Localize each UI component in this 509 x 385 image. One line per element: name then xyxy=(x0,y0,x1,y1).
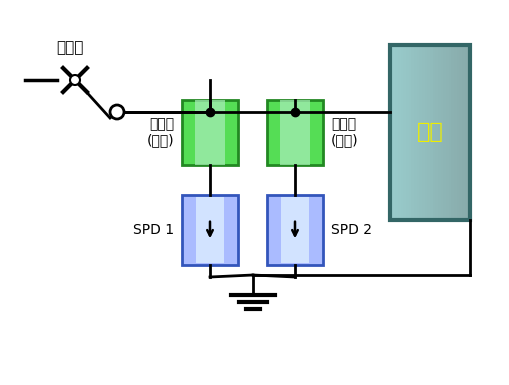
Bar xyxy=(195,197,223,263)
Bar xyxy=(194,100,225,165)
Bar xyxy=(456,45,460,220)
Bar xyxy=(182,100,238,165)
Bar xyxy=(416,45,419,220)
Bar xyxy=(279,100,310,165)
Text: 차단기: 차단기 xyxy=(56,40,83,55)
Bar xyxy=(445,45,449,220)
Bar xyxy=(397,45,401,220)
Bar xyxy=(435,45,438,220)
Bar xyxy=(411,45,414,220)
Bar xyxy=(427,45,430,220)
Bar xyxy=(448,45,451,220)
Text: 부하: 부하 xyxy=(416,122,442,142)
Bar xyxy=(405,45,409,220)
Bar xyxy=(464,45,467,220)
Bar xyxy=(392,45,395,220)
Bar xyxy=(461,45,465,220)
Bar xyxy=(280,197,308,263)
Bar xyxy=(440,45,443,220)
Bar xyxy=(413,45,417,220)
Bar xyxy=(394,45,398,220)
Bar xyxy=(429,45,433,220)
Bar xyxy=(466,45,470,220)
Bar xyxy=(389,45,469,220)
Bar xyxy=(267,100,322,165)
Text: SPD 2: SPD 2 xyxy=(330,223,371,237)
Text: SPD 1: SPD 1 xyxy=(133,223,174,237)
Bar xyxy=(408,45,411,220)
Bar xyxy=(400,45,404,220)
Bar xyxy=(418,45,422,220)
Bar xyxy=(421,45,425,220)
Text: 분리기
(풨즈): 분리기 (풨즈) xyxy=(146,117,174,147)
Bar xyxy=(459,45,462,220)
Bar xyxy=(450,45,454,220)
Bar xyxy=(389,45,393,220)
Bar xyxy=(182,195,238,265)
Circle shape xyxy=(110,105,124,119)
Bar xyxy=(403,45,406,220)
Bar xyxy=(442,45,446,220)
Bar xyxy=(437,45,441,220)
Bar xyxy=(424,45,428,220)
Circle shape xyxy=(70,75,80,85)
Bar xyxy=(453,45,457,220)
Bar xyxy=(432,45,436,220)
Bar xyxy=(267,195,322,265)
Text: 분리기
(풨즈): 분리기 (풨즈) xyxy=(330,117,358,147)
